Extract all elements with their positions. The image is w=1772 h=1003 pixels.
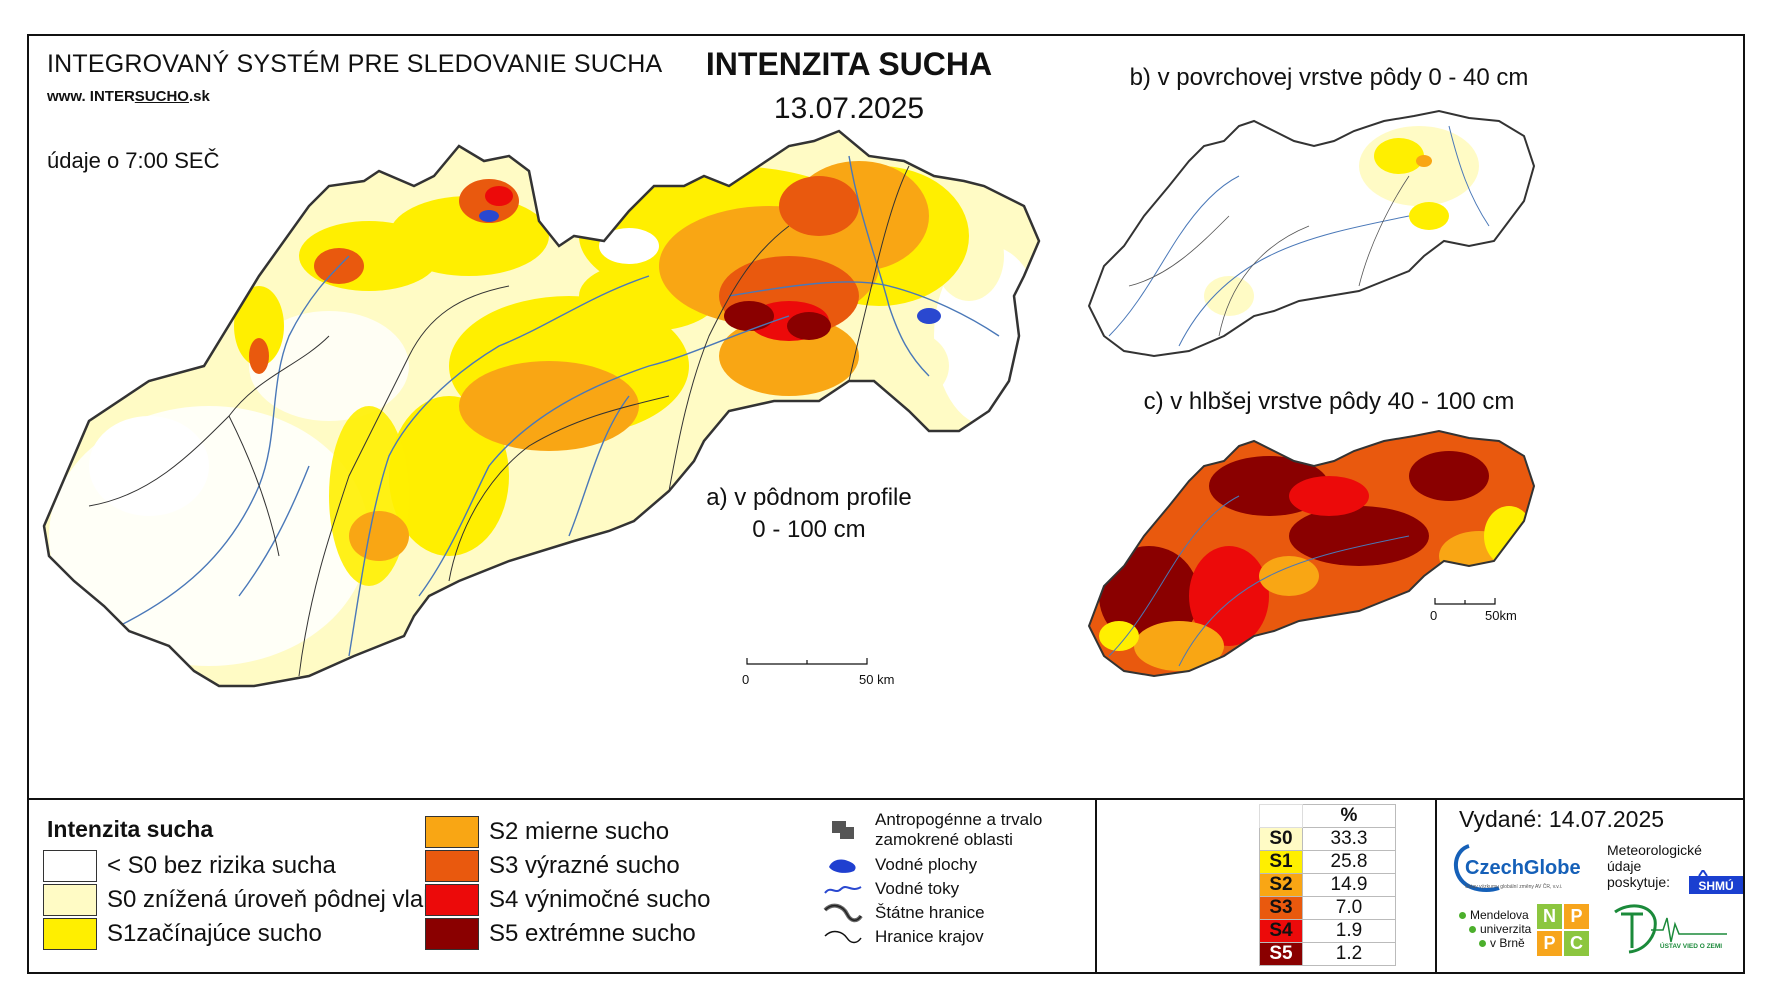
percent-value: 7.0 <box>1302 896 1396 920</box>
map-title: INTENZITA SUCHA <box>705 46 993 82</box>
main-map-label: a) v pôdnom profile 0 - 100 cm <box>706 484 912 543</box>
legend-region-border: Hranice krajov <box>821 924 984 950</box>
map-area: INTEGROVANÝ SYSTÉM PRE SLEDOVANIE SUCHA … <box>29 36 1743 798</box>
earth-institute-text: ÚSTAV VIED O ZEMI <box>1660 941 1722 950</box>
river-icon <box>821 876 865 902</box>
czechglobe-text: CzechGlobe <box>1465 857 1581 879</box>
percent-header-blank <box>1259 804 1303 828</box>
czechglobe-subtitle: Ústav výzkumu globální změny AV ČR, v.v.… <box>1465 883 1562 890</box>
legend-class-s2: S2 mierne sucho <box>425 816 669 848</box>
legend-swatch <box>43 918 97 950</box>
legend-water-bodies: Vodné plochy <box>821 852 977 878</box>
table-row: S2 14.9 <box>1259 873 1396 897</box>
percent-code: S0 <box>1259 827 1303 851</box>
table-row: S4 1.9 <box>1259 919 1396 943</box>
website-link[interactable]: www. INTERSUCHO.sk <box>47 88 210 105</box>
deep-scale-bar <box>1434 598 1496 605</box>
water-body-icon <box>821 852 865 878</box>
percent-value: 1.2 <box>1302 942 1396 966</box>
met-data-provider: Meteorologické údaje poskytuje: <box>1607 842 1702 890</box>
main-map <box>42 109 1536 688</box>
legend-state-border: Štátne hranice <box>821 900 985 926</box>
table-row: S1 25.8 <box>1259 850 1396 874</box>
mendel-university-logo: Mendelova univerzita v Brně <box>1459 908 1531 950</box>
table-row: S0 33.3 <box>1259 827 1396 851</box>
region-border-icon <box>821 924 865 950</box>
system-name: INTEGROVANÝ SYSTÉM PRE SLEDOVANIE SUCHA <box>47 50 663 78</box>
deepsoil-map-label: c) v hlbšej vrstve pôdy 40 - 100 cm <box>1143 388 1515 415</box>
map-date: 13.07.2025 <box>773 92 925 125</box>
deep-scale-end: 50km <box>1485 608 1517 623</box>
legend-swatch <box>425 918 479 950</box>
legend-class-s5: S5 extrémne sucho <box>425 918 696 950</box>
percent-table: % S0 33.3 S1 25.8 S2 14.9 S3 7.0 S4 1.9 <box>1259 804 1396 966</box>
legend-class-s0-none: < S0 bez rizika sucha <box>43 850 336 882</box>
percent-code: S3 <box>1259 896 1303 920</box>
legend-class-s3: S3 výrazné sucho <box>425 850 680 882</box>
percent-value: 14.9 <box>1302 873 1396 897</box>
legend-panel: Intenzita sucha < S0 bez rizika sucha S0… <box>29 798 1743 972</box>
legend-swatch <box>425 850 479 882</box>
shmu-text: SHMÚ <box>1698 878 1733 893</box>
percent-value: 1.9 <box>1302 919 1396 943</box>
table-row: S3 7.0 <box>1259 896 1396 920</box>
table-row: S5 1.2 <box>1259 942 1396 966</box>
main-scale-bar <box>746 658 868 665</box>
legend-swatch <box>425 816 479 848</box>
legend-class-s1: S1začínajúce sucho <box>43 918 322 950</box>
shmu-logo: SHMÚ <box>1689 870 1743 894</box>
legend-swatch <box>43 850 97 882</box>
earth-science-institute-logo: ÚSTAV VIED O ZEMI <box>1614 904 1727 954</box>
legend-swatch <box>43 884 97 916</box>
main-scale-start: 0 <box>742 672 750 687</box>
nppc-logo: N P P C <box>1537 904 1589 956</box>
legend-rivers: Vodné toky <box>821 876 959 902</box>
state-border-icon <box>821 900 865 926</box>
legend-class-s4: S4 výnimočné sucho <box>425 884 710 916</box>
divider <box>1435 800 1437 972</box>
issued-date: Vydané: 14.07.2025 <box>1459 806 1665 832</box>
anthropogenic-area-icon <box>821 817 865 843</box>
percent-code: S2 <box>1259 873 1303 897</box>
map-frame: INTEGROVANÝ SYSTÉM PRE SLEDOVANIE SUCHA … <box>27 34 1745 974</box>
percent-code: S1 <box>1259 850 1303 874</box>
deep-scale-start: 0 <box>1430 608 1438 623</box>
legend-title: Intenzita sucha <box>47 816 214 842</box>
percent-value: 33.3 <box>1302 827 1396 851</box>
percent-code: S4 <box>1259 919 1303 943</box>
main-scale-end: 50 km <box>859 672 895 687</box>
czechglobe-logo: CzechGlobe Ústav výzkumu globální změny … <box>1453 844 1581 892</box>
percent-value: 25.8 <box>1302 850 1396 874</box>
legend-class-s0: S0 znížená úroveň pôdnej vlahy <box>43 884 449 916</box>
legend-anthropogenic: Antropogénne a trvalo zamokrené oblasti <box>821 810 1042 850</box>
data-time-note: údaje o 7:00 SEČ <box>47 148 220 173</box>
percent-code: S5 <box>1259 942 1303 966</box>
percent-header: % <box>1302 804 1396 828</box>
divider <box>1095 800 1097 972</box>
legend-swatch <box>425 884 479 916</box>
topsoil-map-label: b) v povrchovej vrstve pôdy 0 - 40 cm <box>1129 64 1529 91</box>
